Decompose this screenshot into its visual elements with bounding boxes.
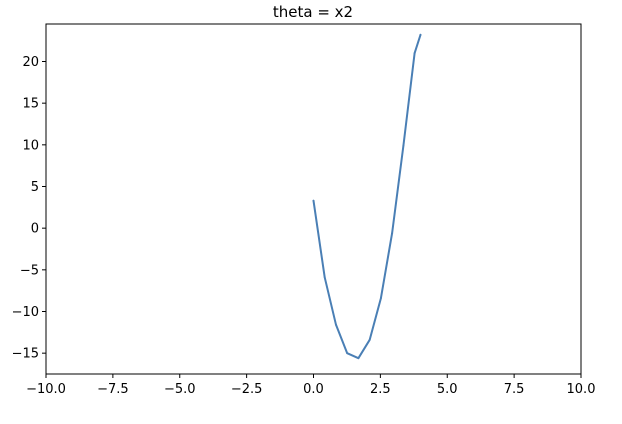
data-point: [413, 52, 416, 55]
y-tick-label: 10: [22, 138, 39, 153]
data-point: [335, 323, 337, 326]
x-axis: −10.0 −7.5 −5.0 −2.5 0.0 2.5 5.0 7.5 10.0: [26, 374, 595, 397]
plot-frame: [45, 23, 582, 375]
data-point: [323, 276, 326, 279]
data-point: [380, 297, 382, 300]
x-tick-label: −2.5: [231, 382, 263, 397]
x-tick-label: −5.0: [164, 382, 196, 397]
data-point: [419, 33, 422, 36]
x-tick-label: 2.5: [370, 382, 391, 397]
y-tick-label: −15: [12, 347, 39, 362]
data-point: [368, 338, 371, 341]
plot-series: [312, 33, 422, 360]
data-point: [391, 232, 394, 235]
y-axis: −15 −10 −5 0 5 10 15 20: [12, 55, 46, 362]
y-tick-label: 5: [31, 180, 39, 195]
data-point: [402, 144, 405, 147]
x-tick-label: −7.5: [97, 382, 129, 397]
y-tick-label: −5: [20, 263, 39, 278]
data-point: [312, 199, 315, 202]
series-line: [312, 33, 422, 360]
y-tick-label: −10: [12, 305, 39, 320]
chart-title: theta = x2: [273, 3, 353, 21]
x-tick-label: 0.0: [303, 382, 324, 397]
data-point: [346, 352, 349, 355]
y-tick-label: 0: [31, 222, 39, 237]
y-tick-label: 20: [22, 55, 39, 70]
x-tick-label: 5.0: [437, 382, 458, 397]
x-tick-label: −10.0: [26, 382, 66, 397]
data-point: [357, 357, 360, 360]
y-tick-label: 15: [22, 97, 39, 112]
x-tick-label: 7.5: [504, 382, 525, 397]
x-tick-label: 10.0: [567, 382, 596, 397]
